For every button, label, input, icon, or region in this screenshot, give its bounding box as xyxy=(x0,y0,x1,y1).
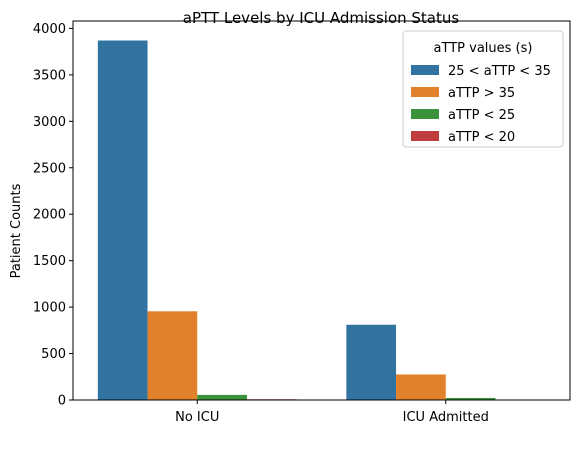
bar xyxy=(197,394,247,400)
y-tick-label: 500 xyxy=(41,347,66,362)
bar xyxy=(346,324,397,400)
y-tick-label: 2000 xyxy=(33,208,66,223)
y-axis: 0 500 1000 1500 2000 2500 3000 3500 4000 xyxy=(33,22,73,409)
legend-swatch xyxy=(411,87,439,97)
bar xyxy=(97,40,148,400)
y-tick-label: 1500 xyxy=(33,254,66,269)
y-tick-label: 2500 xyxy=(33,161,66,176)
legend-label: 25 < aTTP < 35 xyxy=(448,64,551,79)
x-tick-label: No ICU xyxy=(175,410,219,425)
plot-frame xyxy=(72,20,571,401)
legend-label: aTTP > 35 xyxy=(448,86,515,101)
legend-swatch xyxy=(411,65,439,75)
bar xyxy=(445,397,496,400)
y-tick-label: 1000 xyxy=(33,301,66,316)
x-tick-label: ICU Admitted xyxy=(403,410,489,425)
legend-frame xyxy=(402,30,564,148)
y-tick-label: 3000 xyxy=(33,115,66,130)
y-axis-label: Patient Counts xyxy=(9,183,24,278)
legend-label: aTTP < 25 xyxy=(448,108,515,123)
legend-label: aTTP < 20 xyxy=(448,130,515,145)
bars-group xyxy=(97,40,496,400)
y-tick-label: 3500 xyxy=(33,68,66,83)
bar xyxy=(396,374,446,400)
legend-swatch xyxy=(411,109,439,119)
y-tick-label: 4000 xyxy=(33,22,66,37)
legend-items: 25 < aTTP < 35 aTTP > 35 aTTP < 25 aTTP < … xyxy=(411,64,551,145)
legend: aTTP values (s) 25 < aTTP < 35 aTTP > 35 … xyxy=(402,30,564,148)
bar xyxy=(147,311,198,400)
legend-title: aTTP values (s) xyxy=(434,41,533,56)
legend-swatch xyxy=(411,131,439,141)
y-tick-label: 0 xyxy=(58,394,66,409)
chart-title: aPTT Levels by ICU Admission Status xyxy=(183,9,460,27)
x-axis: No ICU ICU Admitted xyxy=(175,400,489,425)
